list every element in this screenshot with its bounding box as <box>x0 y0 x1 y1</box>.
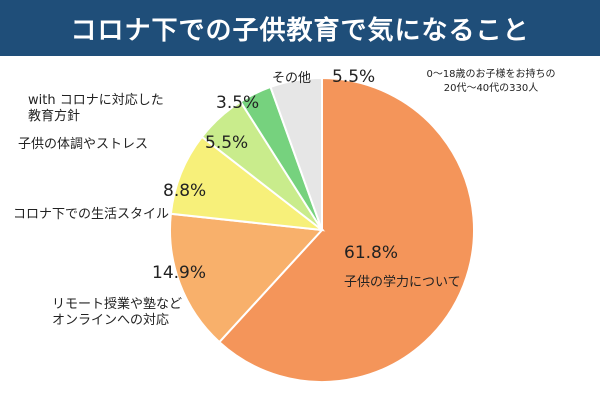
slice-label-5-line-0: その他 <box>272 71 311 86</box>
slice-label-2-line-0: コロナ下での生活スタイル <box>13 207 169 222</box>
sample-note-line-2: 20代～40代の330人 <box>443 83 539 94</box>
slice-label-1-line-1: オンラインへの対応 <box>52 313 169 328</box>
slice-label-0-line-0: 子供の学力について <box>344 274 461 290</box>
pie-slice-2 <box>169 135 326 232</box>
sample-note: 0～18歳のお子様をお持ちの 20代～40代の330人 <box>396 68 586 96</box>
pie-slice-0 <box>217 76 475 383</box>
slice-value-3: 5.5% <box>205 133 248 153</box>
slice-value-2: 8.8% <box>163 181 206 201</box>
slice-label-1-line-0: リモート授業や塾など <box>52 296 182 312</box>
slice-label-4-line-1: 教育方針 <box>28 108 80 124</box>
slice-value-0: 61.8% <box>344 243 398 263</box>
chart-title: コロナ下での子供教育で気になること <box>0 0 600 56</box>
slice-value-4: 3.5% <box>216 93 259 113</box>
sample-note-line-1: 0～18歳のお子様をお持ちの <box>426 69 556 80</box>
slice-label-4-line-0: with コロナに対応した <box>28 93 164 108</box>
slice-label-3-line-0: 子供の体調やストレス <box>18 137 148 152</box>
pie-slice-1 <box>169 212 325 344</box>
pie-slice-5 <box>269 76 323 231</box>
slice-value-1: 14.9% <box>152 263 206 283</box>
slice-value-5: 5.5% <box>332 67 375 87</box>
